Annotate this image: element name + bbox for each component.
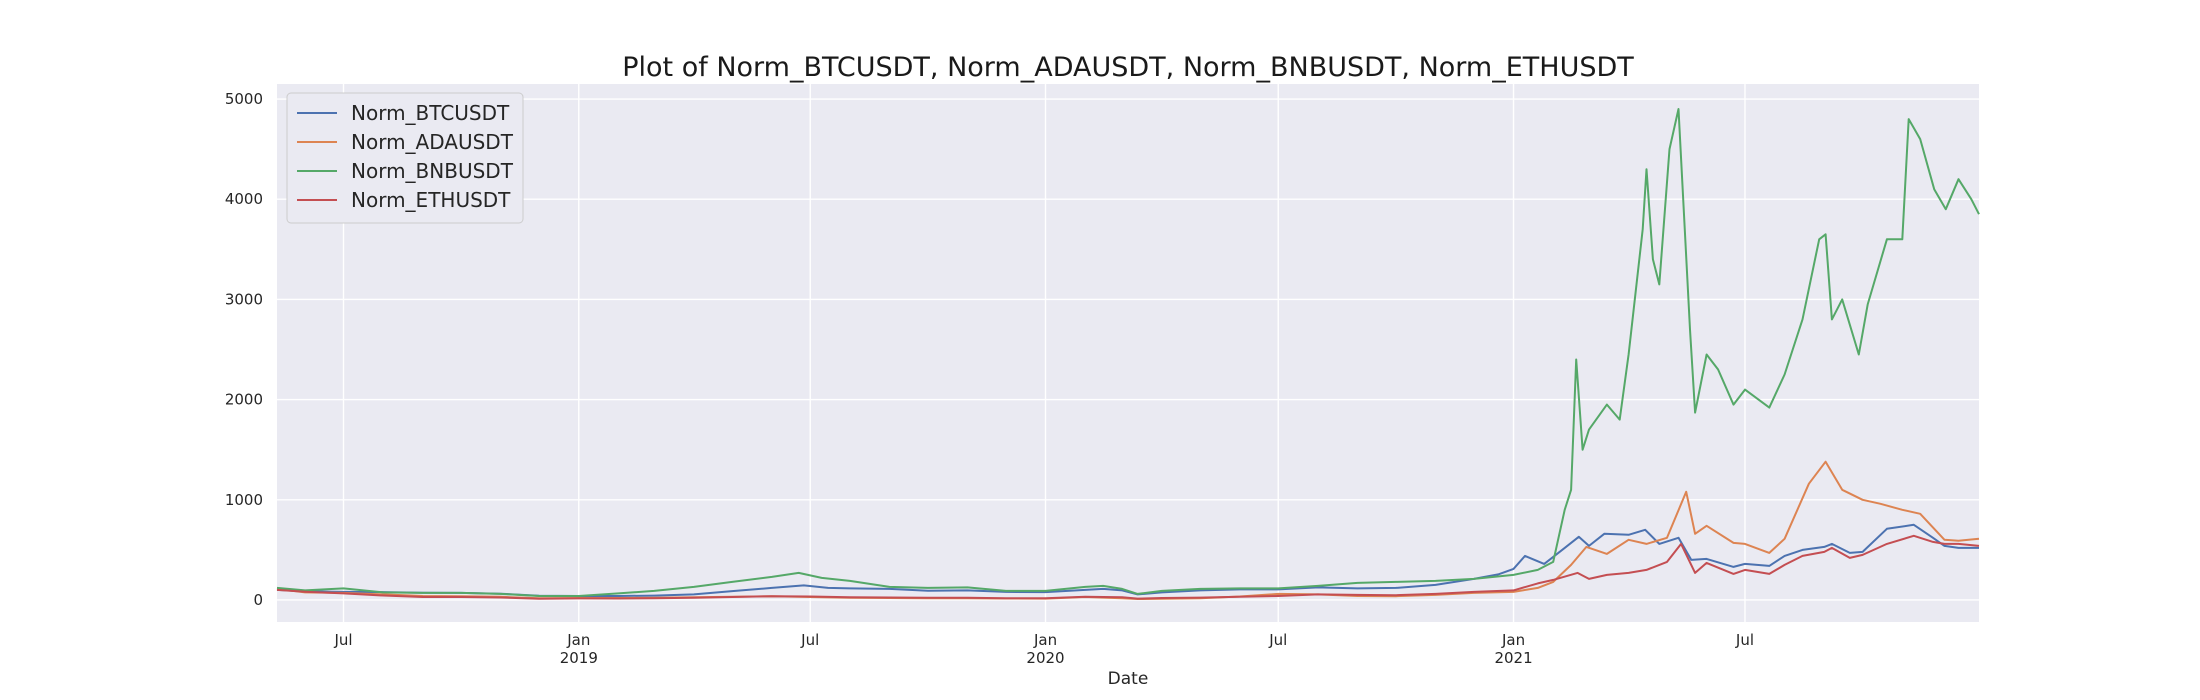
- y-tick-label: 3000: [225, 290, 263, 308]
- legend: Norm_BTCUSDT Norm_ADAUSDT Norm_BNBUSDT Norm…: [286, 92, 524, 224]
- x-tick-label: Jan: [1501, 631, 1525, 649]
- x-tick-label: Jul: [800, 631, 819, 649]
- plot-area: [277, 84, 1979, 622]
- series-lines: [276, 108, 1980, 600]
- y-tick-label: 5000: [225, 90, 263, 108]
- y-tick-label: 1000: [225, 491, 263, 509]
- legend-box: [286, 92, 524, 224]
- legend-label: Norm_ETHUSDT: [351, 188, 511, 212]
- x-tick-year-label: 2021: [1494, 649, 1532, 667]
- y-tick-label: 2000: [225, 391, 263, 409]
- x-tick-year-label: 2020: [1026, 649, 1064, 667]
- legend-label: Norm_BNBUSDT: [351, 159, 514, 183]
- y-tick-label: 4000: [225, 190, 263, 208]
- x-tick-year-label: 2019: [560, 649, 598, 667]
- grid-lines: [277, 84, 1979, 622]
- x-tick-label: Jan: [1033, 631, 1057, 649]
- x-tick-label: Jan: [566, 631, 590, 649]
- legend-label: Norm_ADAUSDT: [351, 130, 514, 154]
- series-line-norm_btcusdt: [276, 523, 1979, 597]
- y-tick-label: 0: [253, 591, 263, 609]
- chart-title: Plot of Norm_BTCUSDT, Norm_ADAUSDT, Norm…: [622, 52, 1634, 83]
- x-tick-label: Jul: [333, 631, 352, 649]
- series-line-norm_ethusdt: [276, 534, 1980, 600]
- legend-label: Norm_BTCUSDT: [351, 101, 510, 125]
- x-tick-label: Jul: [1735, 631, 1754, 649]
- series-line-norm_bnbusdt: [276, 108, 1980, 597]
- x-tick-label: Jul: [1268, 631, 1287, 649]
- y-axis-ticks: 0 1000 2000 3000 4000 5000: [225, 90, 263, 609]
- x-axis-label: Date: [1108, 669, 1149, 689]
